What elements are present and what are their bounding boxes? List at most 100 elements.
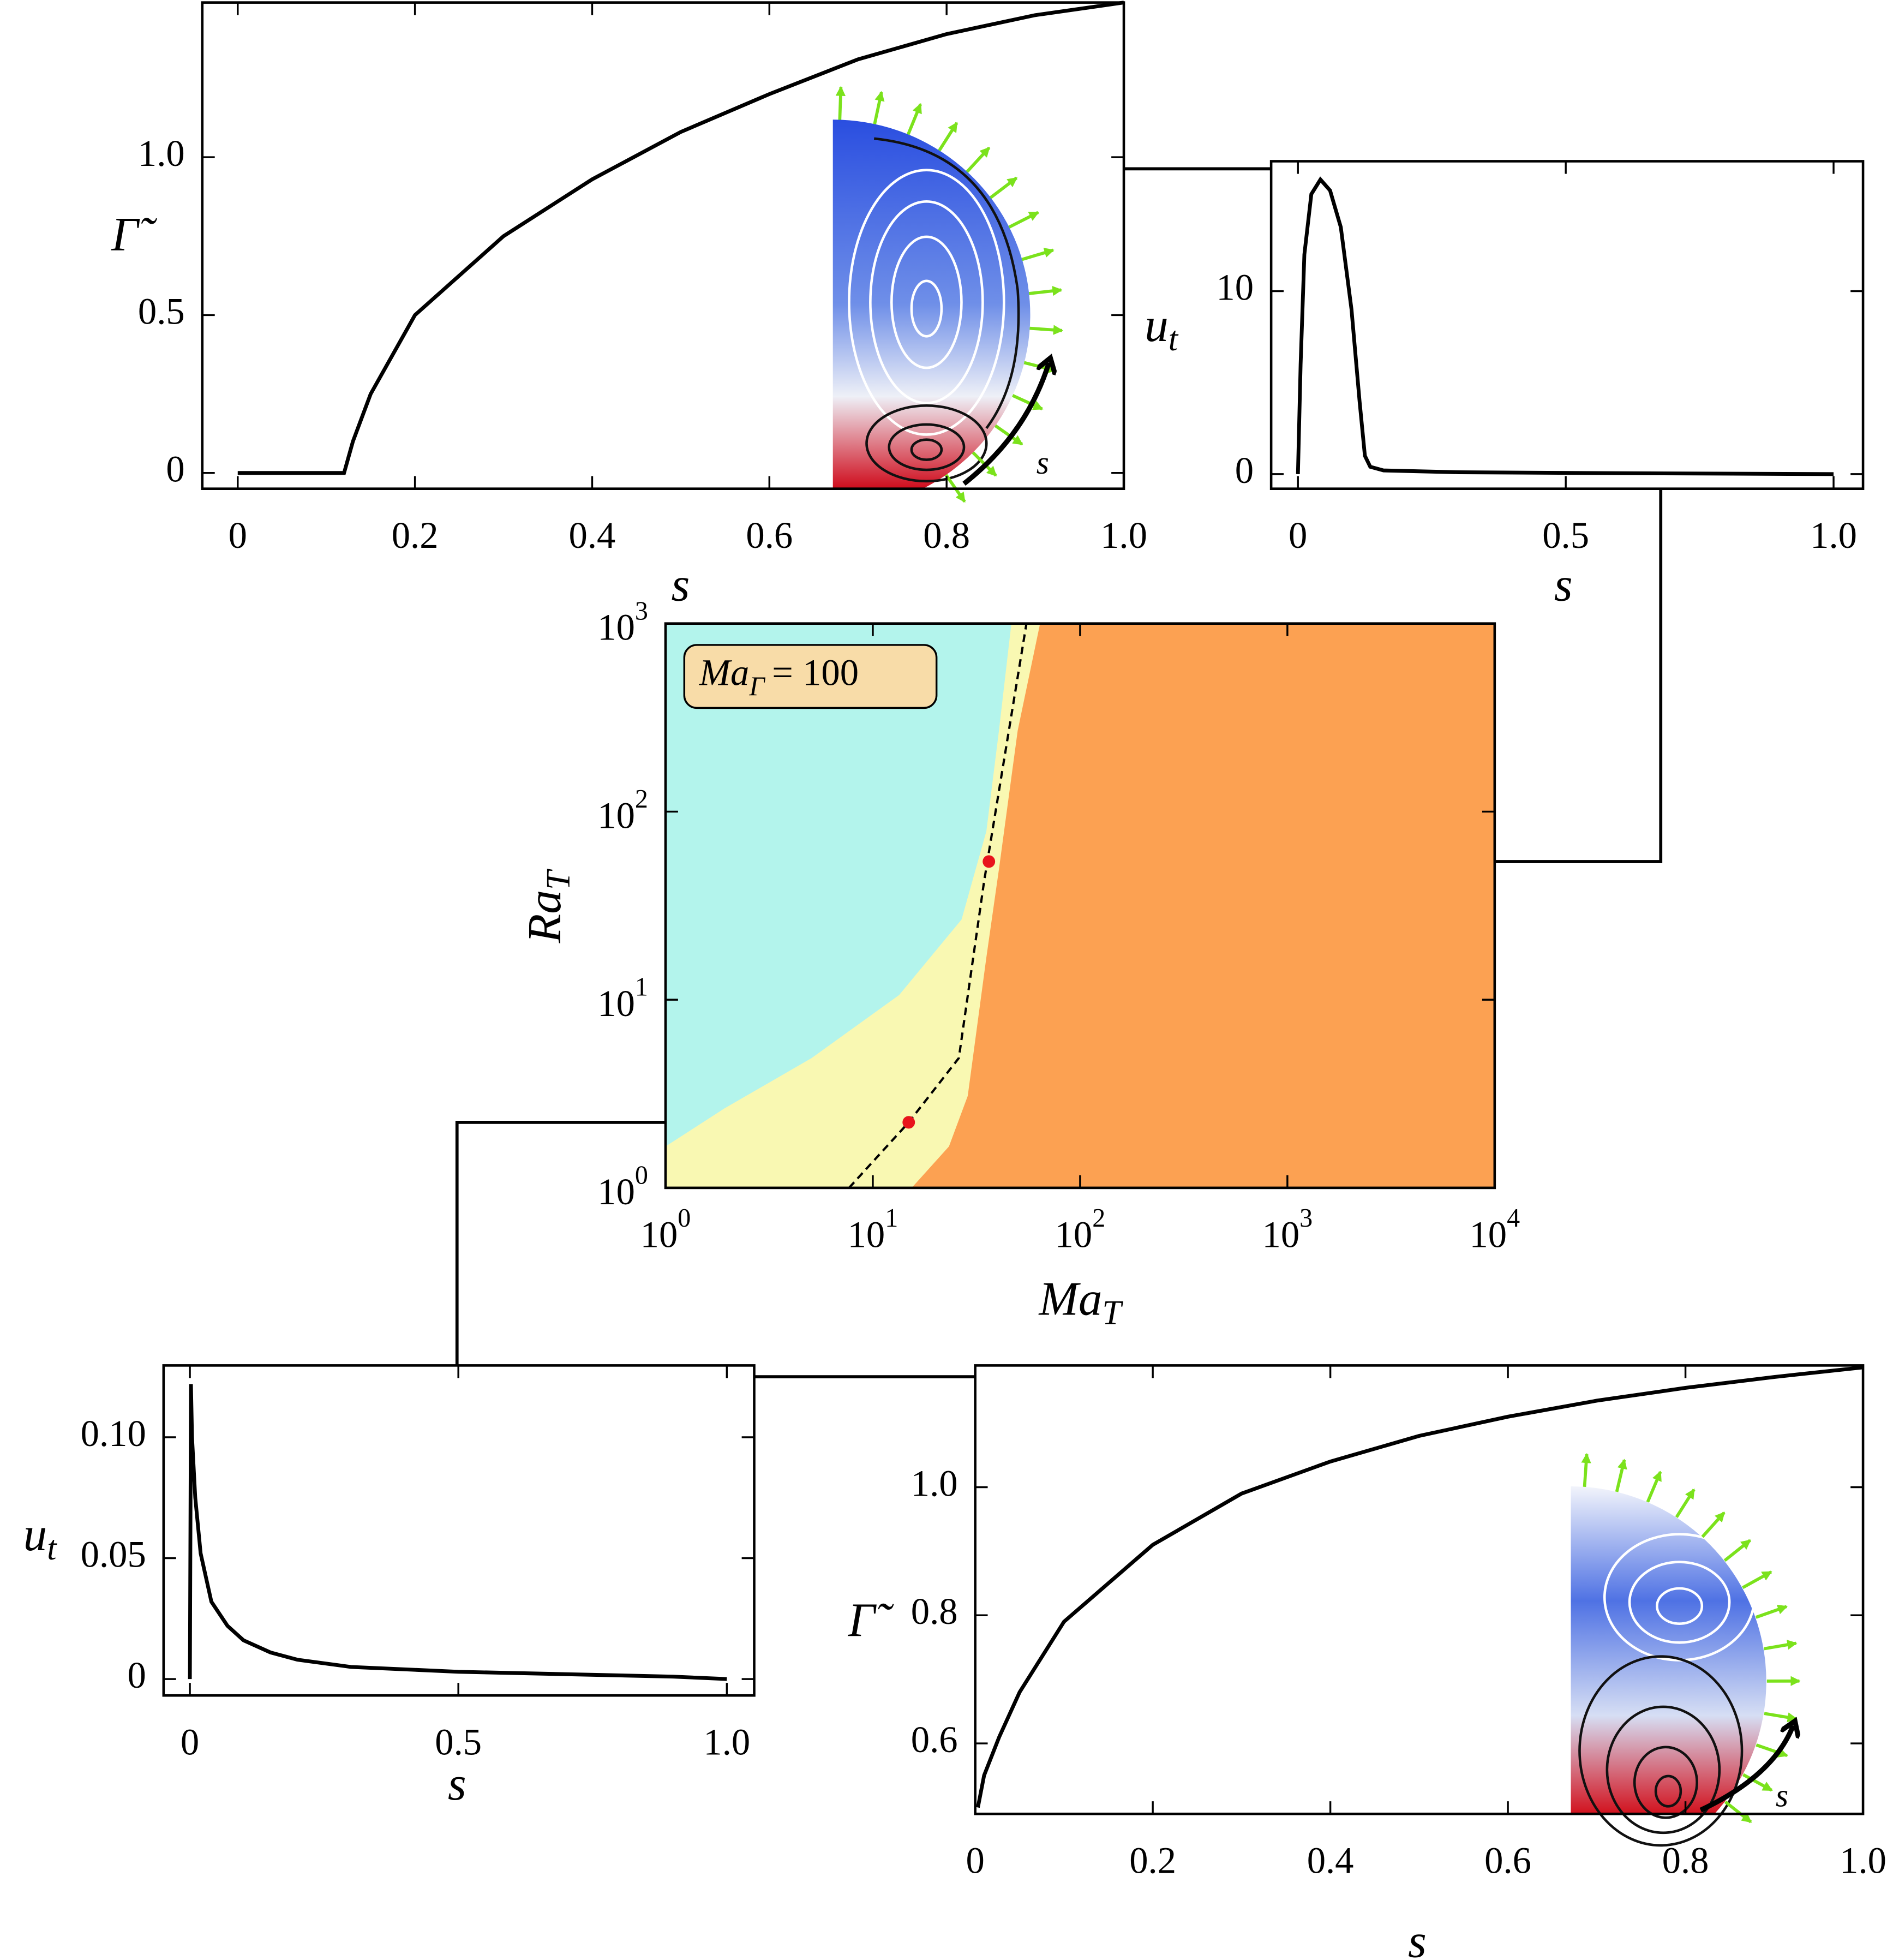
frame bbox=[201, 1, 1125, 490]
curve bbox=[237, 1, 1124, 475]
label-part: 3 bbox=[635, 596, 648, 625]
label-part: Γ bbox=[748, 671, 765, 701]
label-part: T bbox=[540, 869, 578, 890]
point bbox=[983, 855, 996, 868]
x-axis-label: s bbox=[1554, 558, 1573, 611]
x-tick-label: 0.2 bbox=[1129, 1839, 1176, 1881]
region bbox=[912, 623, 1495, 1188]
flux-arrow bbox=[1029, 325, 1064, 335]
x-tick-label: 0.5 bbox=[435, 1721, 482, 1762]
label-part: 10 bbox=[597, 606, 635, 648]
label-part: u bbox=[1145, 298, 1168, 351]
streamlines bbox=[848, 169, 1005, 436]
streamlines bbox=[1578, 1655, 1744, 1847]
y-axis-label: Γ̃ bbox=[111, 207, 157, 260]
label-part: Ra bbox=[518, 890, 571, 943]
flux-arrow bbox=[1701, 1511, 1726, 1538]
y-axis-label: ut bbox=[1145, 298, 1178, 358]
x-tick-label: 1.0 bbox=[1810, 515, 1857, 556]
streamlines bbox=[865, 137, 1020, 483]
inset-bottom: s bbox=[1571, 1453, 1801, 1847]
label-part: 4 bbox=[1507, 1204, 1520, 1233]
flux-arrow bbox=[835, 86, 846, 120]
flux-arrow bbox=[990, 176, 1018, 199]
x-tick-label: 1.0 bbox=[703, 1721, 750, 1762]
flux-arrow bbox=[1764, 1712, 1798, 1723]
y-tick-label: 0 bbox=[1235, 450, 1254, 491]
y-tick-label: 0.6 bbox=[911, 1719, 958, 1760]
flux-arrow bbox=[1615, 1459, 1627, 1492]
x-tick-label: 0.8 bbox=[1662, 1839, 1709, 1881]
flux-arrow bbox=[1008, 211, 1039, 229]
y-tick-label: 0.05 bbox=[81, 1533, 146, 1575]
x-tick-label: 101 bbox=[848, 1204, 898, 1255]
label-part: T bbox=[1102, 1294, 1123, 1332]
x-tick-label: 1.0 bbox=[1840, 1839, 1886, 1881]
x-tick-label: 100 bbox=[640, 1204, 691, 1255]
x-tick-label: 0.6 bbox=[1484, 1839, 1531, 1881]
y-tick-label: 1.0 bbox=[911, 1462, 958, 1504]
flux-arrow bbox=[1723, 1539, 1751, 1562]
x-axis-label: s bbox=[1408, 1914, 1427, 1960]
flux-arrow bbox=[966, 146, 991, 173]
label-part: 10 bbox=[597, 794, 635, 836]
y-tick-label: 103 bbox=[597, 596, 648, 648]
label-part: 0 bbox=[678, 1204, 691, 1233]
flux-arrow bbox=[1011, 394, 1044, 411]
flux-arrow bbox=[907, 103, 922, 135]
x-axis-label: s bbox=[672, 558, 690, 611]
flux-arrow bbox=[873, 91, 885, 125]
y-axis-label: ut bbox=[23, 1508, 57, 1568]
label-part: 1 bbox=[635, 973, 648, 1002]
label-part: 10 bbox=[640, 1214, 678, 1255]
x-tick-label: 1.0 bbox=[1100, 515, 1147, 556]
label-part: 10 bbox=[597, 983, 635, 1024]
x-tick-label: 102 bbox=[1055, 1204, 1106, 1255]
point bbox=[902, 1116, 915, 1129]
x-tick-label: 0.4 bbox=[1307, 1839, 1354, 1881]
y-tick-label: 10 bbox=[1216, 266, 1254, 308]
label-part: u bbox=[23, 1508, 47, 1561]
flux-arrow bbox=[1764, 1640, 1798, 1651]
y-axis-label: Γ̃ bbox=[848, 1593, 894, 1646]
label-part: 10 bbox=[597, 1170, 635, 1212]
flux-arrow bbox=[1675, 1488, 1696, 1518]
x-axis-label: s bbox=[448, 1757, 466, 1810]
curve bbox=[976, 1365, 1864, 1808]
x-tick-label: 0.5 bbox=[1542, 515, 1589, 556]
boundary-line bbox=[848, 623, 1028, 1189]
label-part: t bbox=[1169, 320, 1179, 358]
surface-flux bbox=[1581, 1453, 1801, 1824]
flux-arrow bbox=[1021, 248, 1055, 261]
x-tick-label: 104 bbox=[1469, 1204, 1520, 1255]
annotation-box bbox=[683, 644, 938, 709]
flux-arrow bbox=[1581, 1453, 1591, 1487]
y-tick-label: 0 bbox=[127, 1654, 146, 1696]
y-tick-label: 100 bbox=[597, 1161, 648, 1212]
x-tick-label: 0 bbox=[181, 1721, 199, 1762]
label-part: 2 bbox=[1092, 1204, 1105, 1233]
inset-label: s bbox=[1776, 1777, 1788, 1813]
y-tick-label: 1.0 bbox=[138, 133, 185, 174]
label-part: = 100 bbox=[772, 652, 859, 693]
flux-arrow bbox=[1756, 1743, 1788, 1758]
x-tick-label: 103 bbox=[1262, 1204, 1313, 1255]
x-tick-label: 0 bbox=[229, 515, 247, 556]
x-tick-label: 0.2 bbox=[392, 515, 439, 556]
flux-arrow bbox=[1028, 285, 1063, 296]
flux-arrow bbox=[1742, 1773, 1773, 1792]
inset-top: s bbox=[832, 86, 1064, 503]
y-tick-label: 0.8 bbox=[911, 1591, 958, 1632]
label-part: 1 bbox=[885, 1204, 898, 1233]
flux-arrow bbox=[994, 424, 1023, 446]
region bbox=[665, 623, 1011, 1147]
flux-arrow bbox=[1755, 1604, 1788, 1619]
x-tick-label: 0.4 bbox=[569, 515, 616, 556]
label-part: 10 bbox=[1055, 1214, 1093, 1255]
flux-arrow bbox=[938, 122, 959, 152]
y-tick-label: 0.5 bbox=[138, 290, 185, 332]
x-tick-label: 0.8 bbox=[923, 515, 970, 556]
curve bbox=[188, 1384, 727, 1681]
label-part: 10 bbox=[1262, 1214, 1300, 1255]
